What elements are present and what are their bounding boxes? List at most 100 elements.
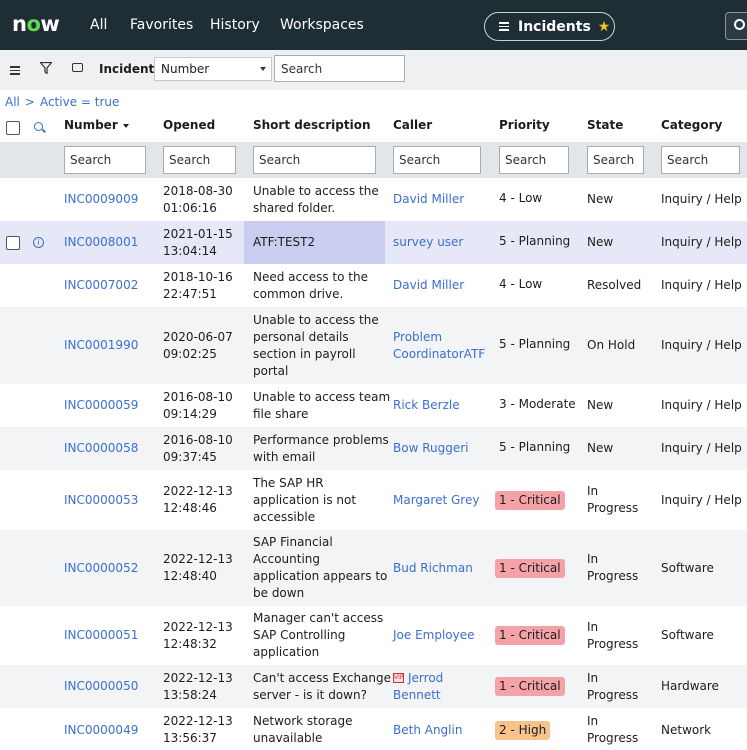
caller-search-input[interactable]: Search [393,146,481,174]
category-cell: Inquiry / Help [661,192,742,206]
caller-link-line: David Miller [393,192,465,206]
nav-all[interactable]: All [90,17,108,33]
short-description-cell: Unable to access the personal details sect… [253,312,379,380]
opened-cell-line: 2018-08-30 [163,184,233,198]
short-description-cell-line: unavailable [253,731,323,745]
opened-cell-line: 13:04:14 [163,244,217,258]
table-row[interactable]: INC0009009 2018-08-30 01:06:16 Unable to ac… [0,178,747,221]
caller-link[interactable]: David Miller [393,277,464,294]
category-search-input[interactable]: Search [661,146,740,174]
incident-number-link[interactable]: INC0001990 [64,338,139,352]
incident-number-link[interactable]: INC0000058 [64,441,139,455]
incident-number-link[interactable]: INC0009009 [64,192,139,206]
filter-icon[interactable] [40,62,52,74]
breadcrumb-all[interactable]: All [5,95,20,109]
short-description-cell-line: ATF:TEST2 [253,235,316,249]
incident-number-link[interactable]: INC0008001 [64,235,139,249]
priority-search-input[interactable]: Search [499,146,569,174]
state-cell: In Progress [587,670,638,704]
state-cell-line: Progress [587,637,639,651]
activity-stream-icon[interactable] [72,63,83,72]
info-icon[interactable]: i [33,237,44,248]
column-header-priority[interactable]: Priority [499,118,550,132]
short-description-cell: Unable to access team file share [253,389,390,423]
incident-number-link[interactable]: INC0000059 [64,398,139,412]
list-search-input[interactable]: Search [274,55,405,82]
number-search-input[interactable]: Search [64,146,146,174]
column-header-opened[interactable]: Opened [163,118,216,132]
caller-link[interactable]: Problem CoordinatorATF [393,329,485,363]
global-search-button[interactable] [725,12,747,40]
column-header-short-description[interactable]: Short description [253,118,371,132]
current-module-pill[interactable]: Incidents ★ [484,12,615,41]
table-row[interactable]: INC0000050 2022-12-13 13:58:24 Can't access… [0,665,747,708]
short-description-cell-line: Need access to the [253,270,368,284]
select-all-checkbox[interactable] [6,121,20,135]
state-cell-line: In [587,671,599,685]
priority-text: 5 - Planning [499,234,571,248]
short-description-cell-line: Unable to access team [253,390,391,404]
table-row[interactable]: INC0000051 2022-12-13 12:48:32 Manager can'… [0,606,747,665]
table-row[interactable]: INC0000058 2016-08-10 09:37:45 Performance … [0,427,747,470]
hamburger-menu-icon[interactable] [10,66,20,77]
opened-cell: 2018-08-30 01:06:16 [163,183,233,217]
short-description-cell-line: The SAP HR [253,476,324,490]
opened-cell: 2022-12-13 12:48:46 [163,483,233,517]
caller-link-line: survey user [393,235,464,249]
star-icon[interactable]: ★ [597,18,611,35]
incident-number-link[interactable]: INC0000050 [64,679,139,693]
short-description-cell: Can't access Exchange server - is it down… [253,670,391,704]
caller-link[interactable]: Bud Richman [393,560,473,577]
table-row[interactable]: INC0000053 2022-12-13 12:48:46 The SAP HR ap… [0,470,747,530]
table-row[interactable]: INC0000059 2016-08-10 09:14:29 Unable to ac… [0,384,747,427]
table-row[interactable]: INC0007002 2018-10-16 22:47:51 Need access … [0,264,747,307]
nav-history[interactable]: History [210,17,260,33]
caller-link[interactable]: Beth Anglin [393,722,462,739]
caller-link-line: Bow Ruggeri [393,441,469,455]
state-search-input[interactable]: Search [587,146,644,174]
column-header-state[interactable]: State [587,118,624,132]
short-description-cell: ATF:TEST2 [253,234,315,251]
caller-link[interactable]: Bow Ruggeri [393,440,469,457]
incident-number-link[interactable]: INC0000053 [64,493,139,507]
priority-cell: 4 - Low [495,190,542,207]
opened-cell: 2022-12-13 12:48:32 [163,619,233,653]
caller-link[interactable]: David Miller [393,191,464,208]
short-description-cell-line: accessible [253,510,316,524]
caller-link[interactable]: Joe Employee [393,627,475,644]
caller-link[interactable]: survey user [393,234,463,251]
table-row[interactable]: INC0000049 2022-12-13 13:56:37 Network stor… [0,708,747,750]
servicenow-logo[interactable]: now [12,12,60,36]
column-header-number[interactable]: Number [64,118,129,142]
description-search-input[interactable]: Search [253,146,376,174]
nav-favorites[interactable]: Favorites [130,17,194,33]
caller-link-line: VIP Jerrod [393,670,443,687]
incident-number-link[interactable]: INC0000049 [64,723,139,737]
opened-cell: 2022-12-13 13:56:37 [163,713,233,747]
column-header-category[interactable]: Category [661,118,723,132]
table-row[interactable]: INC0001990 2020-06-07 09:02:25 Unable to ac… [0,307,747,384]
state-cell-line: Progress [587,731,639,745]
caller-link[interactable]: Margaret Grey [393,492,479,509]
priority-text: 5 - Planning [499,440,571,454]
breadcrumb-filter[interactable]: Active = true [39,95,120,109]
caller-link[interactable]: VIP Jerrod Bennett [393,670,443,704]
state-cell-line: Progress [587,501,639,515]
opened-cell-line: 09:14:29 [163,407,217,421]
priority-cell: 1 - Critical [495,491,565,510]
opened-search-input[interactable]: Search [163,146,236,174]
row-checkbox[interactable] [6,236,20,250]
short-description-cell: The SAP HR application is not accessible [253,475,356,526]
incident-number-link[interactable]: INC0000051 [64,628,139,642]
priority-text: 5 - Planning [499,337,571,351]
incident-number-link[interactable]: INC0000052 [64,561,139,575]
nav-workspaces[interactable]: Workspaces [280,17,364,33]
search-field-select[interactable]: Number [154,57,272,81]
table-row[interactable]: INC0000052 2022-12-13 12:48:40 SAP Financia… [0,530,747,606]
opened-cell-line: 13:56:37 [163,731,217,745]
table-row[interactable]: i INC0008001 2021-01-15 13:04:14 ATF:TEST2 su… [0,221,747,264]
column-header-caller[interactable]: Caller [393,118,433,132]
incident-number-link[interactable]: INC0007002 [64,278,139,292]
caller-link[interactable]: Rick Berzle [393,397,460,414]
column-search-toggle-icon[interactable] [34,122,43,131]
